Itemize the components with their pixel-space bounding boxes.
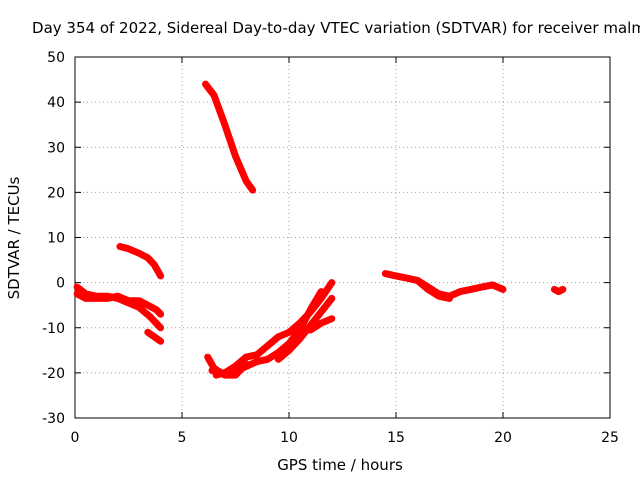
- x-tick-label: 0: [71, 430, 80, 446]
- series-pass-4: [144, 328, 165, 345]
- series-pass-2: [73, 283, 165, 332]
- series-pass-7: [212, 279, 336, 379]
- series-pass-5: [202, 80, 257, 194]
- y-tick-label: 10: [47, 231, 65, 247]
- y-tick-label: 30: [47, 140, 65, 156]
- x-tick-label: 25: [601, 430, 619, 446]
- y-tick-label: -20: [42, 366, 65, 382]
- y-tick-labels: -30 -20 -10 0 10 20 30 40 50: [42, 50, 65, 427]
- chart-title: Day 354 of 2022, Sidereal Day-to-day VTE…: [32, 19, 640, 37]
- y-tick-label: 0: [56, 276, 65, 292]
- y-tick-label: -10: [42, 321, 65, 337]
- series-pass-8: [274, 294, 336, 363]
- x-tick-label: 15: [387, 430, 405, 446]
- data-series: [73, 80, 567, 379]
- y-axis-label: SDTVAR / TECUs: [5, 176, 23, 299]
- y-tick-label: 40: [47, 95, 65, 111]
- tick-marks: [74, 56, 611, 419]
- x-tick-label: 5: [178, 430, 187, 446]
- x-tick-label: 20: [494, 430, 512, 446]
- x-tick-label: 10: [280, 430, 298, 446]
- series-pass-3: [116, 243, 165, 280]
- x-axis-label: GPS time / hours: [277, 456, 403, 474]
- grid-lines: [75, 57, 610, 418]
- series-pass-12: [413, 276, 453, 302]
- y-tick-label: 20: [47, 185, 65, 201]
- series-pass-13: [550, 285, 567, 296]
- y-tick-label: 50: [47, 50, 65, 66]
- y-tick-label: -30: [42, 411, 65, 427]
- series-pass-10: [306, 315, 336, 334]
- x-tick-labels: 0 5 10 15 20 25: [71, 430, 619, 446]
- series-pass-9: [204, 353, 250, 379]
